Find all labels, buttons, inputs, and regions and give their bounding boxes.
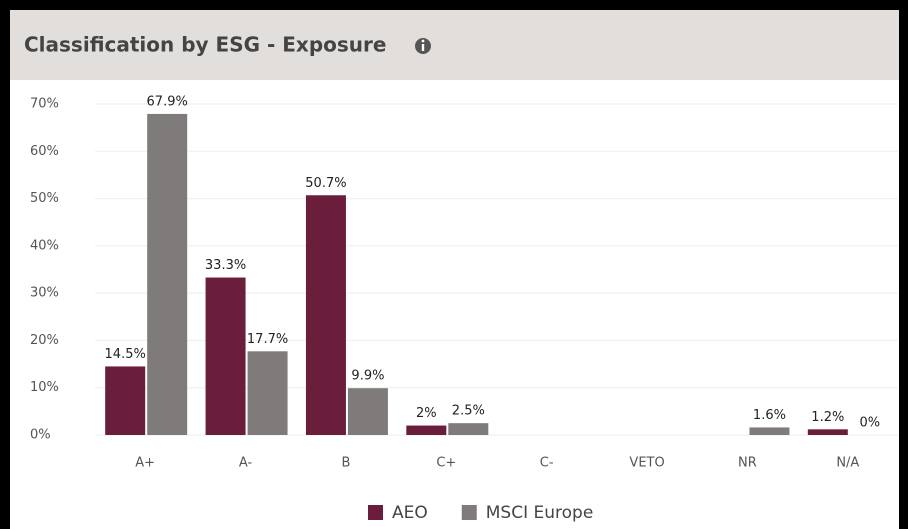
x-tick-label: C+ bbox=[436, 456, 456, 471]
bar bbox=[347, 388, 388, 435]
header bbox=[10, 10, 899, 80]
chart-title: Classification by ESG - Exposure bbox=[24, 33, 386, 57]
data-label: 50.7% bbox=[305, 176, 346, 191]
x-tick-label: NR bbox=[738, 456, 757, 471]
bar bbox=[749, 427, 790, 435]
bar bbox=[807, 429, 848, 435]
y-tick-label: 20% bbox=[30, 333, 59, 348]
x-tick-label: N/A bbox=[836, 456, 859, 471]
legend-label: MSCI Europe bbox=[486, 503, 594, 523]
data-label: 0% bbox=[860, 416, 881, 431]
data-label: 17.7% bbox=[247, 332, 288, 347]
panel bbox=[10, 10, 899, 529]
y-tick-label: 10% bbox=[30, 380, 59, 395]
data-label: 9.9% bbox=[351, 369, 384, 384]
x-tick-label: A+ bbox=[135, 456, 155, 471]
legend-swatch bbox=[368, 505, 383, 520]
bar bbox=[305, 195, 346, 435]
data-label: 1.6% bbox=[753, 408, 786, 423]
legend-swatch bbox=[461, 505, 477, 520]
bar bbox=[406, 425, 447, 435]
bar bbox=[205, 277, 246, 435]
data-label: 1.2% bbox=[811, 410, 844, 425]
y-tick-label: 30% bbox=[30, 286, 59, 301]
bar bbox=[448, 423, 489, 435]
y-tick-label: 50% bbox=[30, 191, 59, 206]
x-tick-label: B bbox=[341, 456, 350, 471]
info-icon[interactable] bbox=[415, 38, 431, 54]
y-tick-label: 70% bbox=[30, 97, 59, 112]
bar bbox=[105, 366, 146, 435]
data-label: 2% bbox=[416, 406, 437, 421]
x-tick-label: A- bbox=[239, 456, 253, 471]
x-tick-label: C- bbox=[540, 456, 554, 471]
legend-label: AEO bbox=[392, 503, 428, 523]
y-tick-label: 60% bbox=[30, 144, 59, 159]
bar bbox=[147, 113, 188, 436]
data-label: 14.5% bbox=[105, 347, 146, 362]
bar bbox=[247, 351, 288, 435]
y-tick-label: 0% bbox=[30, 428, 51, 443]
data-label: 33.3% bbox=[205, 258, 246, 273]
y-tick-label: 40% bbox=[30, 238, 59, 253]
data-label: 2.5% bbox=[452, 404, 485, 419]
x-tick-label: VETO bbox=[629, 456, 664, 471]
data-label: 67.9% bbox=[147, 94, 188, 109]
